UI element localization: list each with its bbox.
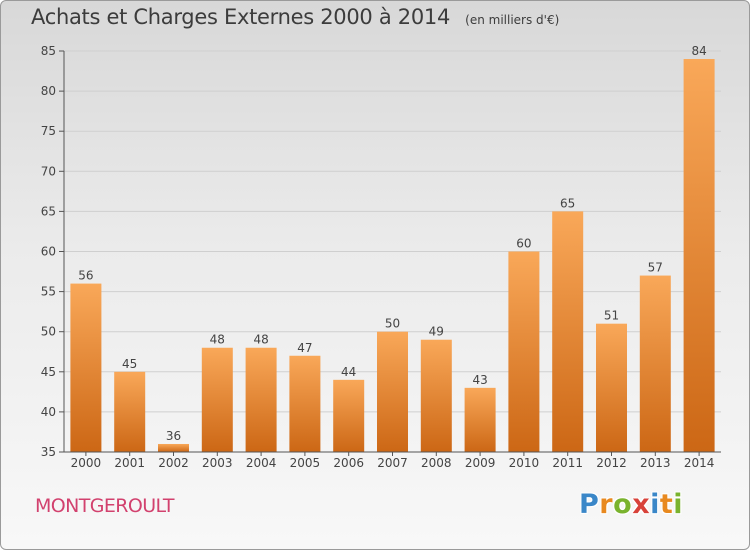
logo-letter: x [632, 489, 651, 520]
x-tick-label: 2014 [684, 456, 715, 470]
y-tick-label: 60 [41, 245, 56, 259]
x-tick-label: 2012 [596, 456, 627, 470]
bar-2004 [245, 347, 277, 452]
logo-letter: o [613, 489, 633, 520]
data-label: 45 [122, 357, 137, 371]
data-label: 50 [385, 317, 400, 331]
bar-2003 [201, 347, 233, 452]
bar-2002 [158, 443, 189, 452]
y-tick-label: 35 [41, 445, 56, 459]
x-tick-label: 2000 [71, 456, 102, 470]
data-label: 49 [429, 325, 444, 339]
data-label: 47 [297, 341, 312, 355]
bar-2009 [464, 387, 496, 452]
data-label: 48 [253, 333, 268, 347]
logo-letter: r [599, 489, 614, 520]
x-tick-label: 2003 [202, 456, 233, 470]
chart-title: Achats et Charges Externes 2000 à 2014 [31, 5, 451, 29]
y-tick-label: 85 [41, 44, 56, 58]
data-label: 57 [648, 261, 663, 275]
y-tick-label: 50 [41, 325, 56, 339]
bar-2011 [552, 211, 584, 452]
bar-2014 [683, 59, 715, 453]
y-tick-label: 80 [41, 84, 56, 98]
x-tick-label: 2006 [333, 456, 364, 470]
x-tick-label: 2010 [509, 456, 540, 470]
x-tick-label: 2007 [377, 456, 408, 470]
x-tick-label: 2009 [465, 456, 496, 470]
title-row: Achats et Charges Externes 2000 à 2014 (… [31, 5, 559, 29]
chart-subtitle: (en milliers d'€) [465, 13, 560, 27]
y-tick-label: 70 [41, 164, 56, 178]
data-label: 60 [516, 237, 531, 251]
x-tick-label: 2005 [290, 456, 321, 470]
commune-name: MONTGEROULT [35, 495, 175, 517]
bar-2001 [114, 371, 146, 452]
logo-letter: i [650, 489, 660, 520]
x-tick-label: 2004 [246, 456, 277, 470]
bar-2013 [639, 275, 671, 452]
data-labels: 56 45 36 48 48 47 44 50 49 43 60 65 51 57 84 [78, 44, 706, 443]
data-label: 44 [341, 365, 356, 379]
y-tick-label: 40 [41, 405, 56, 419]
x-tick-label: 2001 [114, 456, 145, 470]
y-tick-label: 75 [41, 124, 56, 138]
data-label: 36 [166, 429, 181, 443]
data-label: 65 [560, 196, 575, 210]
logo-letter: i [673, 489, 684, 520]
bar-2008 [420, 339, 452, 452]
data-label: 51 [604, 309, 619, 323]
x-tick-label: 2011 [552, 456, 583, 470]
bar-2010 [508, 251, 540, 452]
bar-2000 [70, 283, 102, 452]
y-tick-label: 65 [41, 204, 56, 218]
data-label: 43 [472, 373, 487, 387]
axes: 35 40 45 50 55 60 65 70 75 80 85 2000 2001 2002 2003 20… [41, 44, 721, 470]
x-tick-label: 2002 [158, 456, 189, 470]
bar-2007 [377, 331, 408, 452]
x-tick-label: 2013 [640, 456, 671, 470]
bar-2012 [596, 323, 627, 452]
data-label: 84 [691, 44, 706, 58]
y-tick-label: 55 [41, 285, 56, 299]
logo-letter: P [579, 489, 600, 520]
bar-2006 [333, 379, 365, 452]
x-tick-label: 2008 [421, 456, 452, 470]
y-tick-label: 45 [41, 365, 56, 379]
bars [70, 59, 715, 453]
data-label: 56 [78, 269, 93, 283]
proxiti-logo: Proxiti [579, 489, 683, 520]
logo-letter: t [659, 489, 674, 520]
data-label: 48 [210, 333, 225, 347]
bar-2005 [289, 355, 321, 452]
